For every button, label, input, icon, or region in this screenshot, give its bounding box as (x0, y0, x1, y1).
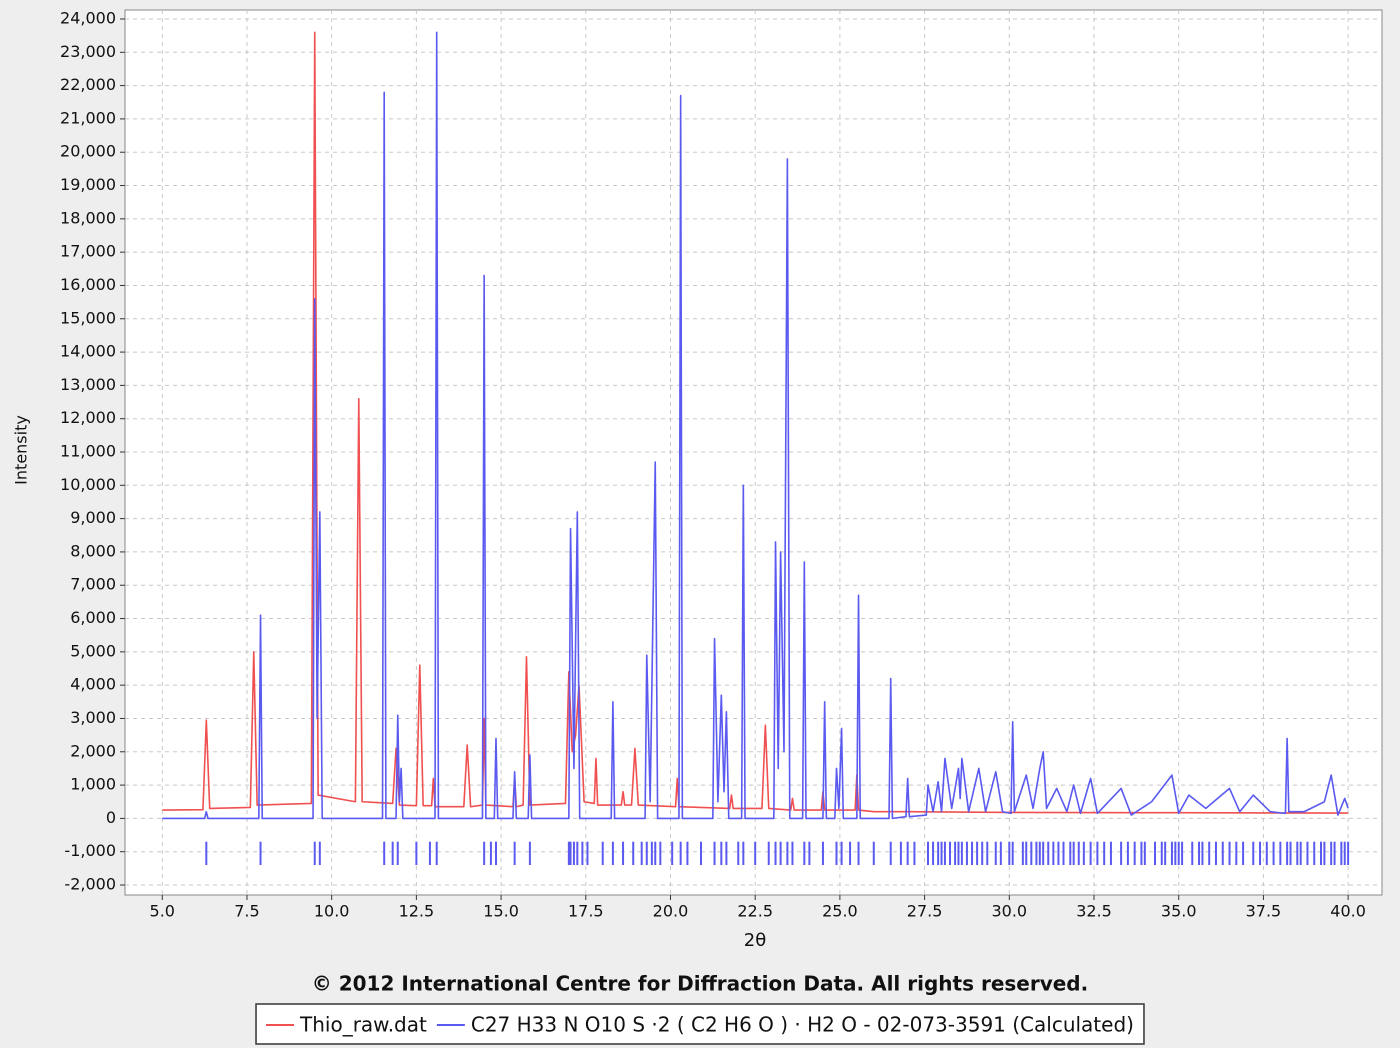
y-tick-label: 18,000 (60, 208, 116, 227)
x-tick-label: 30.0 (991, 902, 1027, 921)
legend-label: C27 H33 N O10 S ·2 ( C2 H6 O ) · H2 O - … (471, 1013, 1134, 1037)
y-tick-label: 13,000 (60, 375, 116, 394)
y-tick-label: 8,000 (70, 541, 116, 560)
y-tick-label: 10,000 (60, 475, 116, 494)
legend: Thio_raw.dat C27 H33 N O10 S ·2 ( C2 H6 O… (255, 1003, 1145, 1045)
y-tick-label: 5,000 (70, 641, 116, 660)
y-tick-label: 21,000 (60, 108, 116, 127)
x-tick-label: 40.0 (1330, 902, 1366, 921)
y-tick-label: -2,000 (64, 875, 116, 894)
x-tick-label: 22.5 (737, 902, 773, 921)
y-tick-label: 23,000 (60, 42, 116, 61)
x-tick-label: 10.0 (314, 902, 350, 921)
x-axis-label: 2θ (744, 930, 766, 951)
y-tick-label: 2,000 (70, 741, 116, 760)
y-tick-label: -1,000 (64, 841, 116, 860)
x-tick-label: 25.0 (822, 902, 858, 921)
y-tick-label: 12,000 (60, 408, 116, 427)
y-tick-label: 22,000 (60, 75, 116, 94)
y-tick-label: 19,000 (60, 175, 116, 194)
y-tick-label: 7,000 (70, 575, 116, 594)
x-tick-label: 5.0 (150, 902, 175, 921)
y-tick-label: 1,000 (70, 775, 116, 794)
y-tick-label: 17,000 (60, 242, 116, 261)
x-tick-label: 7.5 (234, 902, 259, 921)
x-tick-label: 12.5 (399, 902, 435, 921)
legend-label: Thio_raw.dat (299, 1013, 427, 1037)
x-tick-label: 37.5 (1246, 902, 1282, 921)
y-axis-label: Intensity (12, 415, 31, 485)
data-line (162, 31, 1349, 820)
y-tick-label: 3,000 (70, 708, 116, 727)
y-tick-label: 4,000 (70, 675, 116, 694)
y-tick-label: 0 (106, 808, 116, 827)
legend-box (255, 1003, 1145, 1045)
x-tick-label: 20.0 (653, 902, 689, 921)
x-tick-label: 17.5 (568, 902, 604, 921)
y-tick-label: 16,000 (60, 275, 116, 294)
x-tick-label: 32.5 (1076, 902, 1112, 921)
y-tick-label: 6,000 (70, 608, 116, 627)
x-tick-label: 15.0 (483, 902, 519, 921)
y-tick-label: 14,000 (60, 342, 116, 361)
y-tick-label: 11,000 (60, 442, 116, 461)
data-line (162, 31, 1349, 814)
y-tick-label: 24,000 (60, 8, 116, 27)
x-tick-label: 27.5 (907, 902, 943, 921)
x-tick-label: 35.0 (1161, 902, 1197, 921)
caption: © 2012 International Centre for Diffract… (312, 972, 1088, 996)
y-tick-label: 20,000 (60, 142, 116, 161)
y-tick-label: 9,000 (70, 508, 116, 527)
y-tick-label: 15,000 (60, 308, 116, 327)
